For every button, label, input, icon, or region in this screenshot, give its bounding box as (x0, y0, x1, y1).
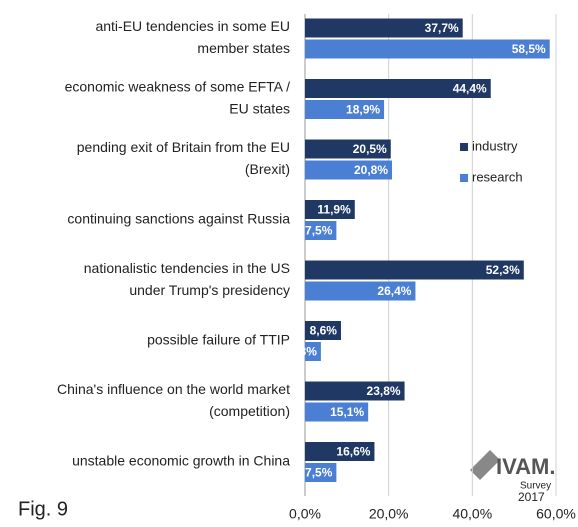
bar (305, 260, 524, 280)
logo-year: 2017 (518, 490, 545, 504)
bar (305, 321, 341, 340)
value-label: 44,4% (453, 82, 487, 96)
value-label: 16,6% (336, 445, 370, 459)
value-label: 7,5% (305, 224, 333, 238)
bar (305, 342, 321, 361)
bar (305, 200, 355, 219)
legend-swatch (460, 174, 468, 182)
value-label: 11,9% (317, 203, 351, 217)
x-tick-label: 60,0% (536, 506, 576, 522)
value-label: 20,5% (353, 142, 387, 156)
bar (305, 221, 337, 240)
category-label: continuing sanctions against Russia (67, 211, 290, 227)
value-label: 3,8% (290, 345, 318, 359)
category-label: (competition) (209, 403, 290, 419)
figure-label: Fig. 9 (18, 498, 68, 520)
category-label: China's influence on the world market (57, 381, 290, 397)
logo-shape (470, 450, 500, 480)
category-label: member states (197, 40, 290, 56)
value-label: 37,7% (425, 21, 459, 35)
bar (305, 281, 416, 301)
bar (305, 463, 337, 482)
bar (305, 39, 550, 59)
category-label: possible failure of TTIP (147, 332, 290, 348)
x-tick-label: 40,0% (452, 506, 492, 522)
category-label: EU states (229, 101, 290, 117)
legend-label: industry (472, 138, 518, 153)
value-label: 58,5% (512, 42, 546, 56)
category-label: (Brexit) (245, 161, 290, 177)
value-label: 7,5% (305, 466, 333, 480)
x-tick-label: 0,0% (289, 506, 321, 522)
legend-swatch (460, 143, 468, 151)
x-tick-label: 20,0% (369, 506, 409, 522)
value-label: 18,9% (346, 103, 380, 117)
bar (305, 381, 405, 401)
value-label: 20,8% (354, 163, 388, 177)
legend-label: research (472, 169, 523, 184)
value-label: 26,4% (377, 284, 411, 298)
logo-name: IVAM. (496, 454, 555, 479)
bar (305, 442, 375, 461)
bar (305, 100, 385, 119)
logo: IVAM. Survey 2017 (470, 450, 555, 504)
bar (305, 79, 491, 98)
category-label: anti-EU tendencies in some EU (95, 18, 290, 34)
logo-subtitle: Survey (520, 481, 551, 492)
category-label: unstable economic growth in China (72, 453, 290, 469)
value-label: 23,8% (367, 384, 401, 398)
bar (305, 139, 391, 159)
category-label: economic weakness of some EFTA / (65, 79, 290, 95)
bar (305, 402, 369, 422)
value-label: 8,6% (310, 324, 338, 338)
category-label: under Trump's presidency (129, 282, 290, 298)
category-label: nationalistic tendencies in the US (84, 260, 290, 276)
bar (305, 160, 393, 180)
value-label: 15,1% (330, 405, 364, 419)
bar (305, 18, 463, 38)
value-label: 52,3% (486, 263, 520, 277)
category-label: pending exit of Britain from the EU (77, 139, 290, 155)
